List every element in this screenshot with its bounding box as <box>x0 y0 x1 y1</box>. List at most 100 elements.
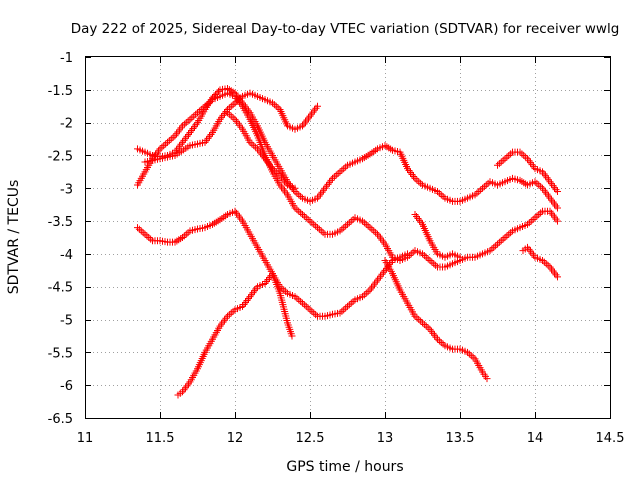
y-tick-label: -1.5 <box>48 84 73 99</box>
data-point <box>527 217 535 225</box>
y-tick-label: -6 <box>60 379 73 394</box>
data-point <box>499 235 507 243</box>
data-point <box>494 240 501 248</box>
data-point <box>288 332 296 340</box>
series-arc-1 <box>134 85 561 212</box>
data-point <box>227 309 235 317</box>
data-point <box>477 186 485 194</box>
data-point <box>531 214 539 222</box>
data-point <box>330 173 338 181</box>
y-tick-label: -2 <box>60 117 73 132</box>
y-tick-label: -5 <box>60 314 73 329</box>
data-point <box>143 232 151 240</box>
data-point <box>533 212 541 220</box>
data-point <box>475 188 483 196</box>
data-point <box>505 230 513 238</box>
data-point <box>495 160 503 168</box>
data-point <box>336 168 344 176</box>
series-arc-9 <box>494 148 561 196</box>
data-point <box>347 217 355 225</box>
data-point <box>306 306 314 314</box>
data-point <box>435 337 443 345</box>
data-point <box>272 102 280 110</box>
series-arc-8 <box>381 256 491 383</box>
data-point <box>501 155 509 163</box>
y-axis-label: SDTVAR / TECUs <box>6 180 22 295</box>
data-point <box>340 224 348 232</box>
data-point <box>293 189 301 197</box>
data-point <box>437 191 445 199</box>
data-point <box>310 220 318 228</box>
data-point <box>364 222 372 230</box>
data-point <box>503 232 511 240</box>
data-point <box>165 137 173 145</box>
data-point <box>505 151 513 159</box>
data-point <box>308 219 316 227</box>
x-tick-labels: 11 11.5 12 12.5 13 13.5 14 14.5 <box>77 431 625 446</box>
data-point <box>422 253 430 261</box>
data-point <box>362 220 370 228</box>
data-point <box>308 307 316 315</box>
data-point <box>145 234 153 241</box>
data-point <box>312 222 320 230</box>
data-point <box>302 302 310 310</box>
data-point <box>229 101 237 109</box>
data-point <box>490 243 498 251</box>
data-point <box>167 135 175 143</box>
data-point <box>420 320 428 328</box>
x-tick-label: 12.5 <box>296 431 325 446</box>
data-point <box>141 230 149 238</box>
data-point <box>345 301 353 309</box>
grid <box>85 57 610 418</box>
data-point <box>413 176 421 184</box>
data-point <box>501 234 509 241</box>
data-point <box>225 110 233 118</box>
data-point <box>134 224 141 232</box>
data-point <box>372 229 380 237</box>
data-point <box>426 256 434 264</box>
data-point <box>413 314 421 322</box>
data-point <box>310 309 318 317</box>
data-point <box>338 166 346 174</box>
data-point <box>314 224 321 232</box>
series-arc-6 <box>224 109 299 192</box>
data-point <box>180 120 188 128</box>
data-point <box>497 237 505 245</box>
data-point <box>192 110 200 118</box>
data-point <box>135 225 143 233</box>
data-point <box>495 238 503 246</box>
x-tick-label: 13.5 <box>446 431 475 446</box>
data-point <box>139 229 147 237</box>
data-point <box>535 211 543 219</box>
data-point <box>424 324 432 332</box>
data-point <box>456 253 464 261</box>
data-point <box>424 255 432 263</box>
data-point <box>227 102 235 110</box>
data-point <box>415 316 423 324</box>
data-point <box>507 150 515 158</box>
chart-title: Day 222 of 2025, Sidereal Day-to-day VTE… <box>71 21 620 37</box>
plot-frame <box>85 56 611 419</box>
series-arc-3 <box>134 207 411 320</box>
data-point <box>188 114 196 122</box>
data-point <box>366 224 374 232</box>
data-point <box>344 302 351 310</box>
data-point <box>314 102 321 110</box>
data-point <box>345 219 353 227</box>
y-tick-label: -5.5 <box>48 346 73 361</box>
data-point <box>503 153 511 161</box>
data-point <box>347 299 355 307</box>
series-arc-4 <box>141 89 321 166</box>
data-point <box>169 133 177 141</box>
data-point <box>368 225 376 233</box>
data-point <box>319 229 327 237</box>
data-point <box>554 188 561 196</box>
data-point <box>342 304 350 312</box>
series-arc-10 <box>519 243 561 281</box>
data-point <box>497 158 505 166</box>
data-point <box>299 299 306 307</box>
data-point <box>300 301 308 309</box>
x-tick-label: 11.5 <box>146 431 175 446</box>
data-point <box>342 222 350 230</box>
